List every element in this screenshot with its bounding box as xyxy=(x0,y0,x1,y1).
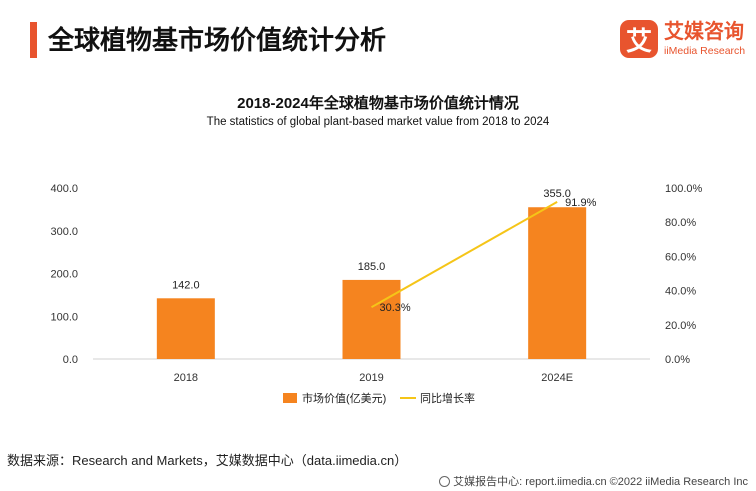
line-data-label: 91.9% xyxy=(565,197,596,209)
bar-data-label: 142.0 xyxy=(172,279,200,291)
x-tick-label: 2024E xyxy=(541,372,573,384)
logo-name-en: iiMedia Research xyxy=(664,45,746,57)
legend-bar-label: 市场价值(亿美元) xyxy=(302,391,386,405)
y-right-tick-label: 80.0% xyxy=(665,217,696,229)
data-source: 数据来源：Research and Markets，艾媒数据中心（data.ii… xyxy=(7,453,408,468)
y-left-tick-label: 300.0 xyxy=(50,226,78,238)
y-left-tick-label: 200.0 xyxy=(50,269,78,281)
y-right-tick-label: 60.0% xyxy=(665,251,696,263)
legend-bar-swatch xyxy=(283,393,297,403)
logo-name-cn: 艾媒咨询 xyxy=(664,21,744,43)
x-tick-label: 2019 xyxy=(359,372,383,384)
bar-data-label: 355.0 xyxy=(543,188,571,200)
y-left-tick-label: 0.0 xyxy=(63,354,78,366)
legend-line-label: 同比增长率 xyxy=(420,391,475,405)
y-right-tick-label: 20.0% xyxy=(665,320,696,332)
growth-rate-line xyxy=(371,200,558,309)
report-center-icon xyxy=(439,476,451,487)
y-left-tick-label: 100.0 xyxy=(50,311,78,323)
footer: 艾媒报告中心: report.iimedia.cn ©2022 iiMedia … xyxy=(439,473,748,489)
bar xyxy=(342,279,401,359)
y-right-tick-label: 0.0% xyxy=(665,354,690,366)
bar-data-label: 185.0 xyxy=(358,261,386,273)
brand-logo: 艾 艾媒咨询 iiMedia Research xyxy=(620,20,750,64)
logo-mark-icon: 艾 xyxy=(620,20,658,58)
y-left-tick-label: 400.0 xyxy=(50,183,78,195)
bar xyxy=(528,207,587,359)
footer-text: 艾媒报告中心: report.iimedia.cn ©2022 iiMedia … xyxy=(453,476,748,488)
chart-subtitle: The statistics of global plant-based mar… xyxy=(206,116,550,128)
line-data-label: 30.3% xyxy=(380,302,411,314)
bar xyxy=(156,298,215,359)
y-right-tick-label: 100.0% xyxy=(665,183,703,195)
x-tick-label: 2018 xyxy=(174,372,198,384)
page-title: 全球植物基市场价值统计分析 xyxy=(48,25,387,55)
title-accent-bar xyxy=(30,22,37,58)
chart-title: 2018-2024年全球植物基市场价值统计情况 xyxy=(237,95,519,112)
y-right-tick-label: 40.0% xyxy=(665,286,696,298)
